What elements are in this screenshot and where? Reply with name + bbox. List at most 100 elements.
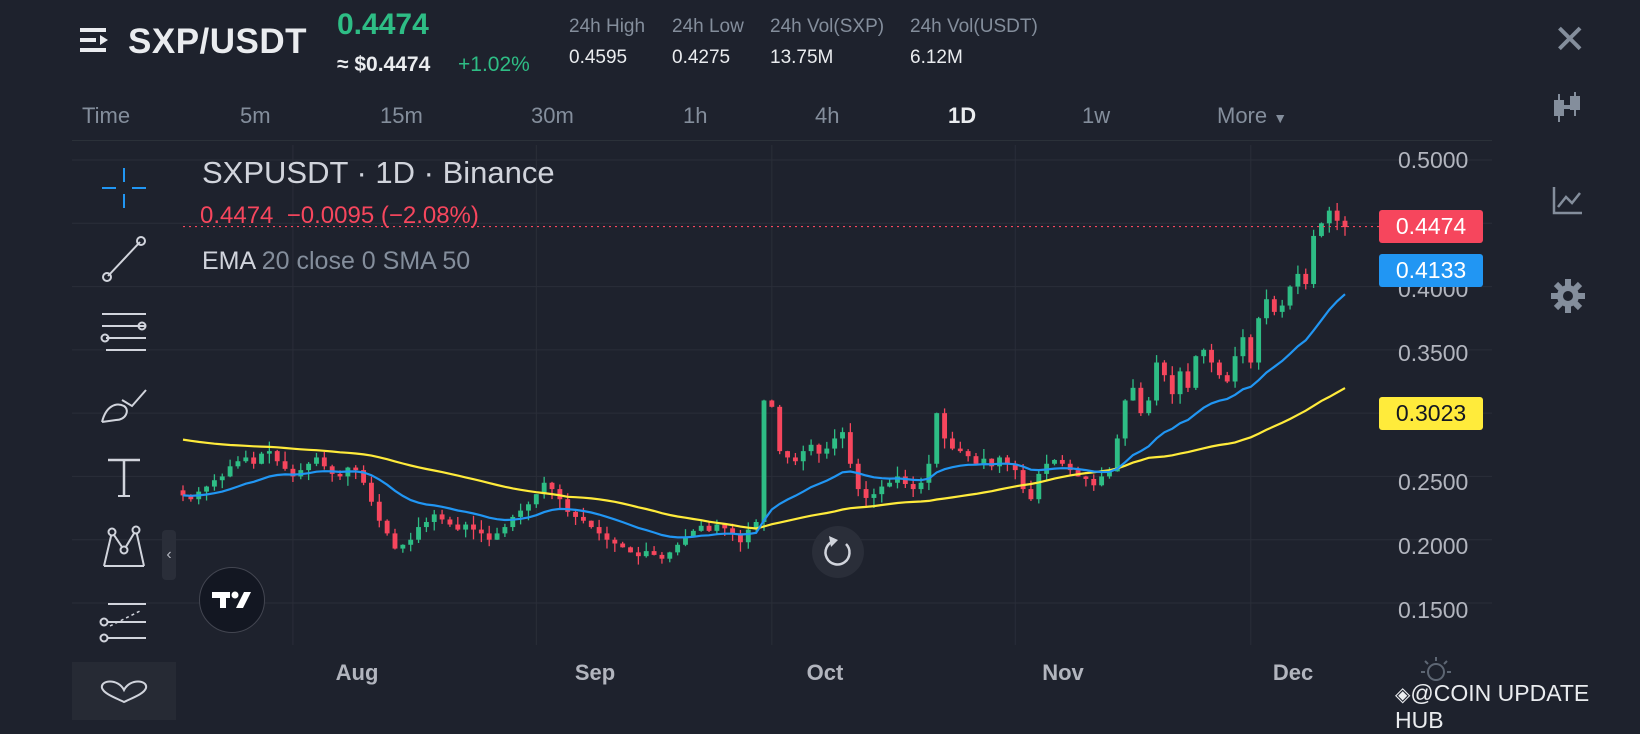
timeframe-more[interactable]: More ▼: [1217, 103, 1287, 129]
candle-body: [792, 457, 798, 462]
candle-body: [235, 461, 241, 467]
last-price-tag: 0.4474: [1379, 210, 1483, 243]
brightness-icon[interactable]: [1420, 656, 1452, 688]
candle-body: [306, 463, 312, 471]
candle-body: [1146, 400, 1152, 414]
candle-body: [1107, 471, 1112, 477]
candle-body: [211, 480, 217, 487]
y-tick-label: 0.1500: [1398, 597, 1469, 623]
fib-tool-icon[interactable]: [96, 304, 152, 360]
candle-body: [384, 520, 390, 534]
candle-body: [1036, 473, 1042, 500]
candle-body: [1303, 273, 1309, 285]
candle-body: [1232, 356, 1238, 382]
timeframe-time[interactable]: Time: [82, 103, 131, 128]
candle-body: [518, 510, 524, 517]
candle-body: [565, 499, 571, 512]
candle-body: [675, 544, 681, 553]
forecast-tool-icon[interactable]: [96, 594, 152, 650]
indicators-icon[interactable]: [1550, 183, 1586, 219]
candle-body: [981, 458, 987, 464]
candle-body: [745, 529, 751, 543]
divider: [72, 140, 1492, 141]
candle-body: [494, 533, 500, 540]
candle-body: [910, 484, 916, 490]
candle-body: [620, 543, 626, 548]
timeframe-4h[interactable]: 4h: [815, 103, 840, 128]
timeframe-1d[interactable]: 1D: [948, 103, 977, 128]
candle-body: [730, 528, 736, 534]
indicator-legend[interactable]: EMA 20 close 0 SMA 50: [202, 247, 470, 276]
candle-body: [1279, 305, 1285, 312]
indicator-params: 20 close 0 SMA 50: [261, 247, 471, 275]
candle-body: [895, 476, 900, 483]
candle-body: [1177, 371, 1183, 395]
favorite-heart-icon[interactable]: [96, 664, 152, 720]
y-tick-label: 0.2000: [1398, 533, 1469, 559]
candle-body: [455, 524, 461, 530]
stat-value: 13.75M: [770, 47, 834, 68]
crosshair-tool-icon[interactable]: [96, 160, 152, 216]
text-tool-icon[interactable]: [96, 450, 152, 506]
candle-body: [549, 482, 555, 490]
candle-body: [926, 463, 932, 483]
close-icon[interactable]: ✕: [1553, 18, 1587, 62]
pattern-tool-icon[interactable]: [96, 520, 152, 576]
candle-body: [1052, 459, 1057, 464]
candle-body: [1012, 463, 1018, 471]
x-tick-label: Nov: [1042, 660, 1084, 685]
timeframe-1h[interactable]: 1h: [683, 103, 708, 128]
candle-body: [777, 406, 783, 452]
y-tick-label: 0.5000: [1398, 147, 1469, 173]
candle-body: [1122, 400, 1128, 439]
candle-settings-icon[interactable]: [1550, 90, 1586, 126]
gear-icon[interactable]: [1550, 278, 1586, 314]
candle-body: [282, 461, 288, 469]
timeframe-30m[interactable]: 30m: [531, 103, 574, 128]
x-tick-label: Sep: [574, 660, 616, 685]
candle-body: [408, 539, 414, 545]
candle-body: [1271, 299, 1277, 312]
candle-body: [1216, 362, 1222, 376]
candle-body: [580, 516, 586, 521]
pair-title[interactable]: SXP/USDT: [128, 22, 308, 61]
candle-body: [840, 432, 845, 439]
candle-body: [1083, 476, 1089, 479]
ohlc-legend: 0.4474 −0.0095 (−2.08%): [200, 202, 479, 230]
timeframe-5m[interactable]: 5m: [240, 103, 271, 128]
trend-line-tool-icon[interactable]: [96, 232, 152, 288]
approx-usd: ≈ $0.4474: [337, 53, 431, 76]
chart-symbol-legend[interactable]: SXPUSDT · 1D · Binance: [202, 155, 555, 190]
candle-body: [871, 494, 877, 498]
menu-icon[interactable]: [80, 26, 112, 56]
tradingview-logo[interactable]: [199, 567, 265, 633]
candle-body: [659, 554, 665, 559]
candle-body: [738, 533, 743, 543]
candle-body: [1154, 362, 1160, 401]
collapse-toolbar-button[interactable]: ‹: [162, 530, 176, 580]
candle-body: [997, 457, 1002, 467]
change-percent: +1.02%: [458, 53, 530, 76]
brush-tool-icon[interactable]: [96, 376, 152, 432]
candle-body: [1193, 356, 1199, 388]
binance-icon: ◈: [1395, 684, 1411, 706]
candle-body: [431, 514, 437, 522]
candle-body: [957, 448, 963, 452]
watermark-text: @COIN UPDATE HUB: [1395, 680, 1590, 733]
candle-body: [314, 457, 319, 464]
more-label: More: [1217, 103, 1268, 128]
candle-body: [1059, 459, 1065, 464]
reset-chart-button[interactable]: [812, 526, 864, 578]
x-tick-label: Aug: [335, 660, 379, 685]
candle-body: [824, 448, 830, 454]
timeframe-1w[interactable]: 1w: [1082, 103, 1111, 128]
candle-body: [604, 533, 610, 540]
y-tick-label: 0.2500: [1398, 469, 1469, 495]
candle-body: [753, 521, 759, 530]
candle-body: [376, 501, 382, 521]
candle-body: [219, 476, 225, 481]
candle-body: [502, 527, 508, 534]
timeframe-15m[interactable]: 15m: [380, 103, 423, 128]
candle-body: [204, 486, 209, 492]
